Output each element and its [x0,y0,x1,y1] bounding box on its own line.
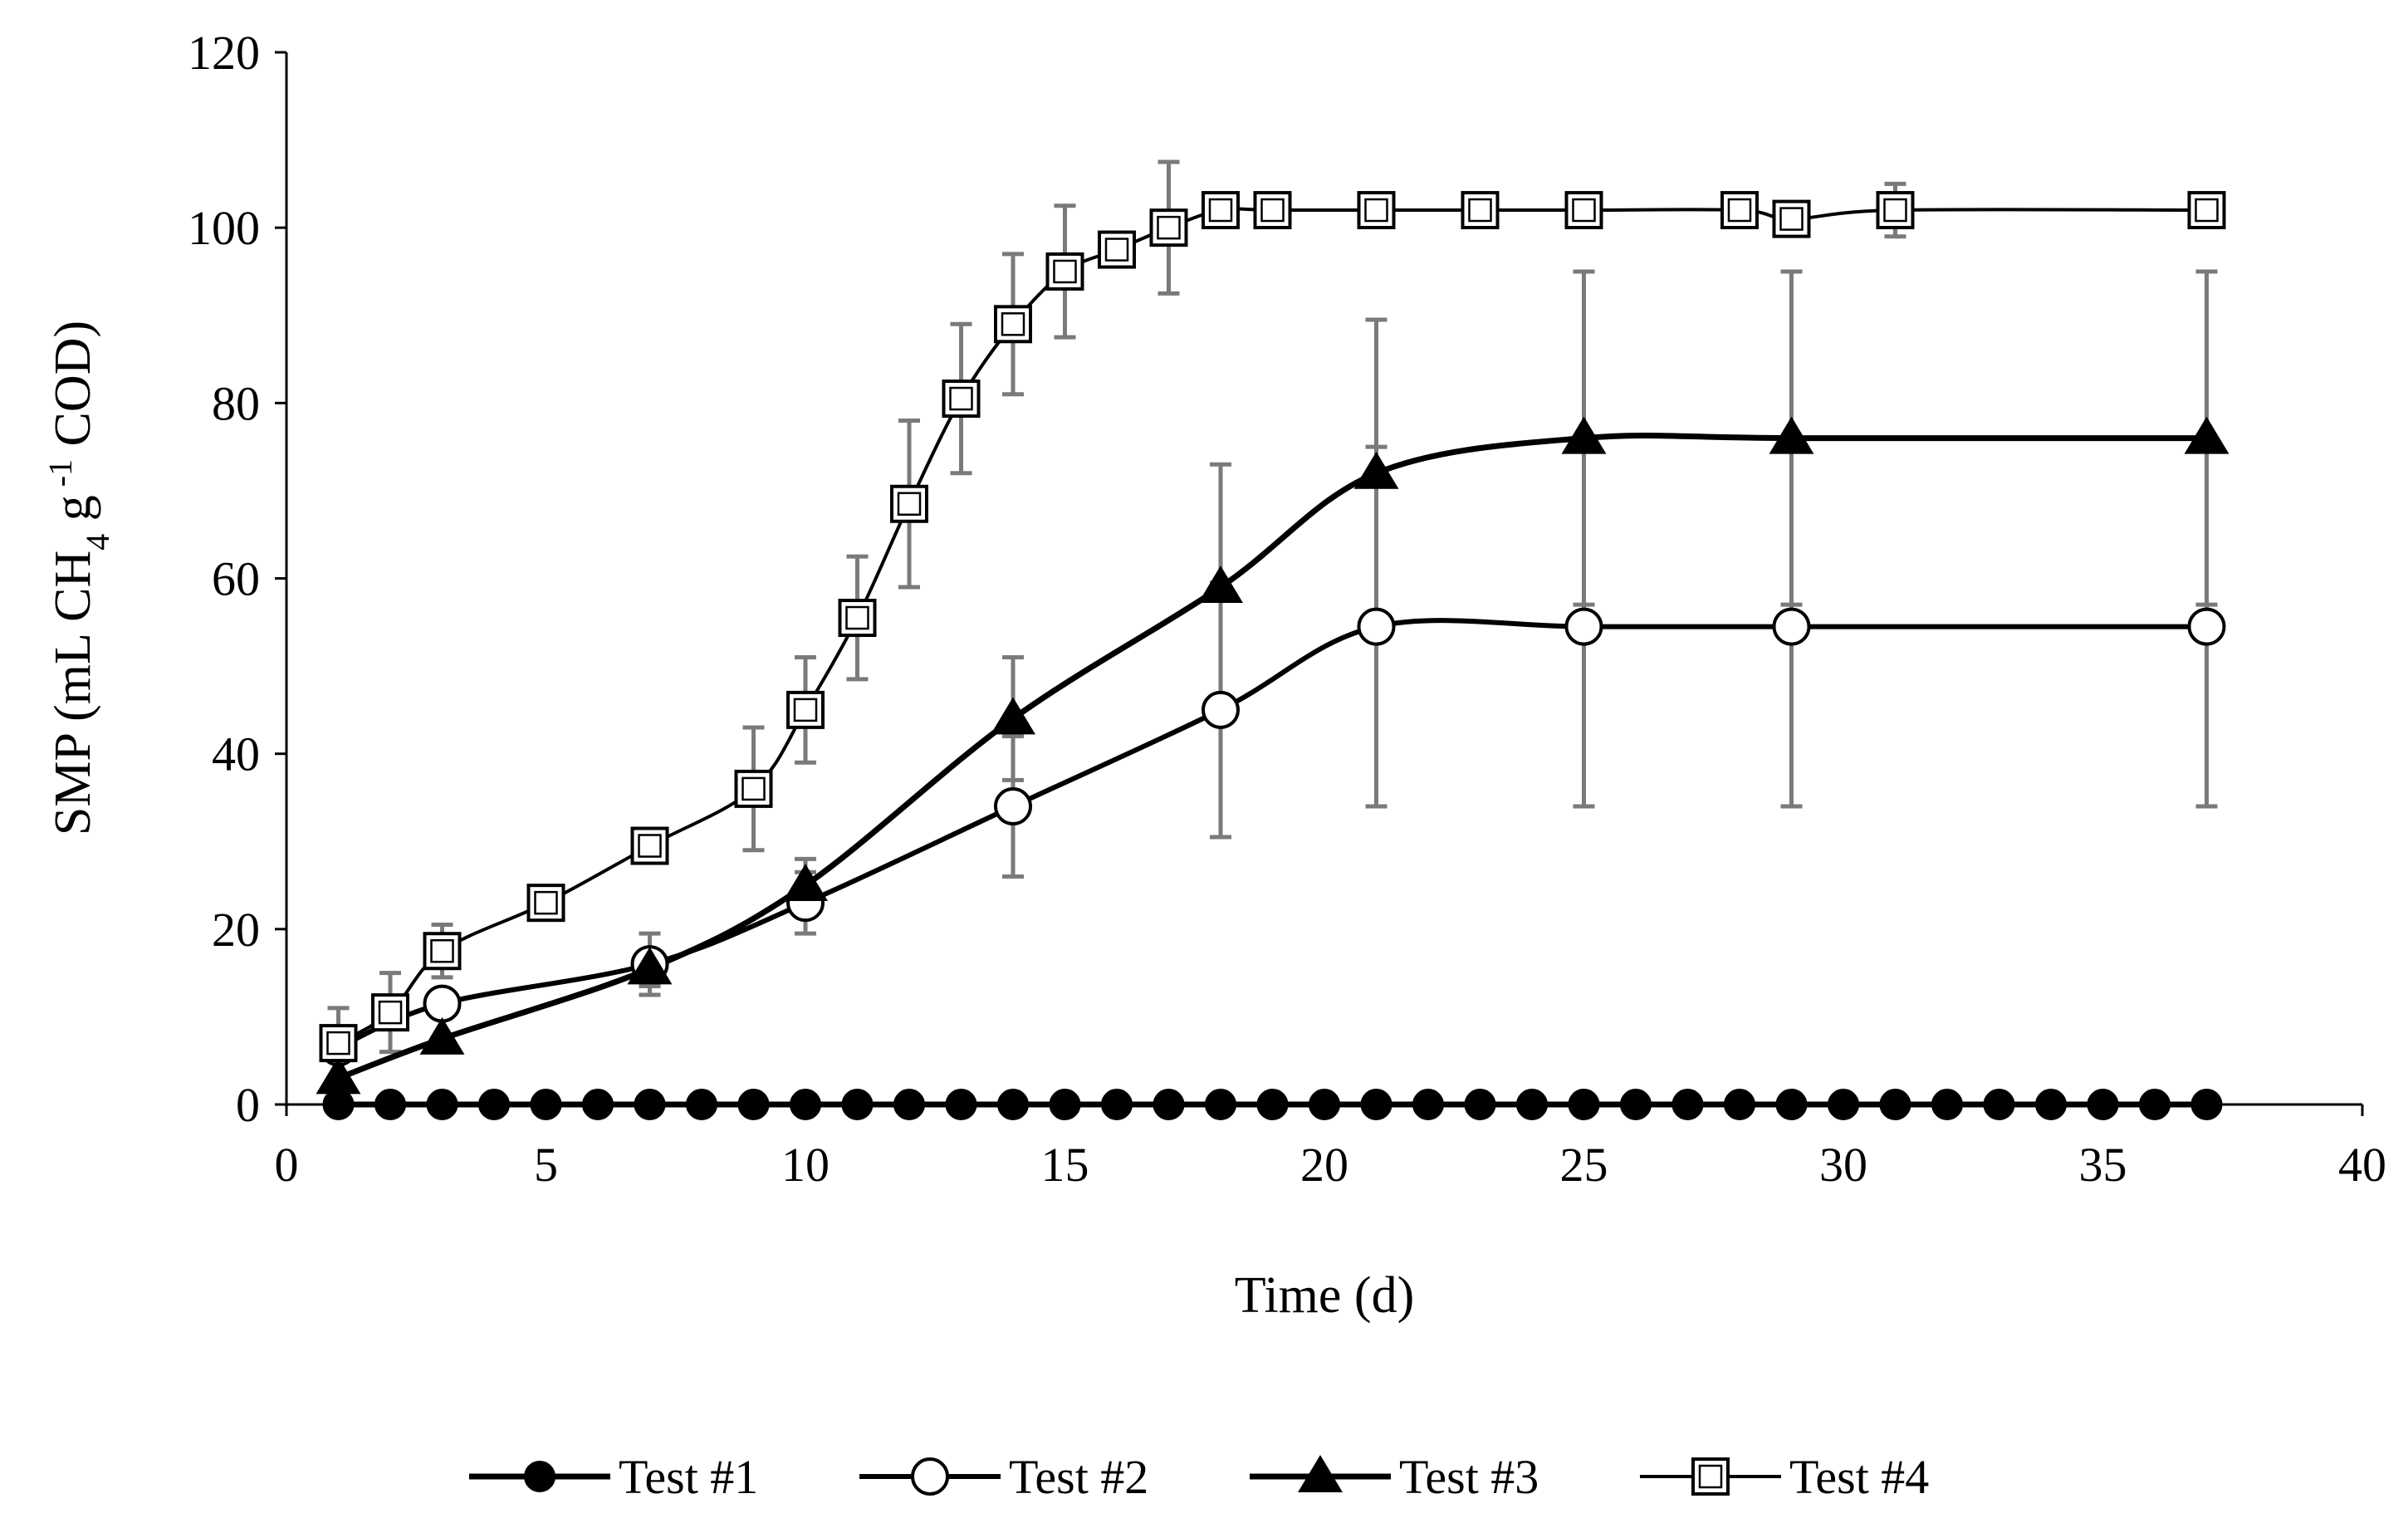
test-4-point [942,380,981,419]
x-tick-label: 15 [1041,1138,1089,1192]
series-lines [337,207,2207,1108]
test-4-point [1720,191,1759,230]
x-tick-label: 40 [2338,1138,2386,1192]
test-2-line [337,618,2207,1050]
test-4-point [526,884,565,923]
x-tick-label: 30 [1819,1138,1867,1192]
test-3-point [1561,416,1607,454]
x-tick-label: 10 [781,1138,830,1192]
x-tick-label: 35 [2079,1138,2127,1192]
legend-label: Test #2 [1009,1450,1148,1504]
y-tick-label: 80 [212,376,260,430]
test-4-point [994,305,1032,344]
test-2-point [1202,690,1240,729]
legend-marker [1298,1455,1343,1492]
legend: Test #1 Test #2 Test #3 Test #4 [469,1450,1929,1504]
y-tick-label: 20 [212,903,260,957]
test-4-point [838,599,877,638]
test-3-point [991,697,1035,735]
legend-item-test-1: Test #1 [469,1450,758,1504]
test-4-point [2187,191,2226,230]
ticks: 0 5 10 15 20 25 30 35 40 0 20 40 60 80 100 120 [188,26,2386,1192]
test-4-point [1202,191,1240,230]
y-axis-title: SMP (mL CH4 g -1 COD) [42,321,116,835]
test-3-point [1769,416,1814,454]
legend-marker [911,1457,949,1496]
y-tick-label: 60 [212,552,260,606]
test-4-point [1253,191,1292,230]
x-tick-label: 0 [275,1138,299,1192]
test-4-point [1772,199,1811,238]
test-2-point [1564,607,1603,646]
test-4-point [786,690,825,729]
y-tick-label: 40 [212,727,260,781]
y-tick-label: 100 [188,201,260,255]
test-4-point [630,826,669,865]
test-2-point [994,787,1032,826]
test-4-point [1876,191,1915,230]
legend-item-test-4: Test #4 [1640,1450,1929,1504]
test-2-point [1357,607,1396,646]
legend-label: Test #3 [1399,1450,1539,1504]
test-3-point [1353,451,1399,489]
legend-item-test-3: Test #3 [1250,1450,1539,1504]
test-4-point [1357,191,1396,230]
test-4-point [1045,252,1084,291]
test-4-point [371,993,409,1032]
x-tick-label: 5 [534,1138,558,1192]
legend-marker [524,1461,556,1492]
test-4-point [1098,230,1136,269]
error-bars [327,159,2218,1080]
y-tick-label: 120 [188,26,260,80]
test-3-point [1198,566,1243,604]
test-4-point [423,932,462,971]
test-3-point [316,1056,361,1095]
test-4-point [1564,191,1603,230]
legend-label: Test #4 [1789,1450,1929,1504]
y-tick-label: 0 [236,1078,260,1132]
series-markers [316,191,2229,1120]
x-tick-label: 25 [1560,1138,1608,1192]
x-axis-title: Time (d) [1235,1267,1414,1324]
x-tick-label: 20 [1300,1138,1348,1192]
test-3-point [627,947,673,985]
test-4-point [890,484,928,523]
legend-marker [1691,1457,1730,1496]
test-2-point [1772,607,1811,646]
test-4-point [734,769,773,808]
test-3-point [783,864,828,902]
test-3-point [419,1016,465,1055]
test-4-point [319,1024,358,1063]
test-2-point [423,984,462,1023]
test-4-point [1149,208,1188,247]
legend-item-test-2: Test #2 [859,1450,1148,1504]
test-3-point [2184,416,2229,454]
test-4-point [1461,191,1500,230]
test-3-line [337,432,2207,1081]
test-2-point [2187,607,2226,646]
legend-label: Test #1 [619,1450,758,1504]
